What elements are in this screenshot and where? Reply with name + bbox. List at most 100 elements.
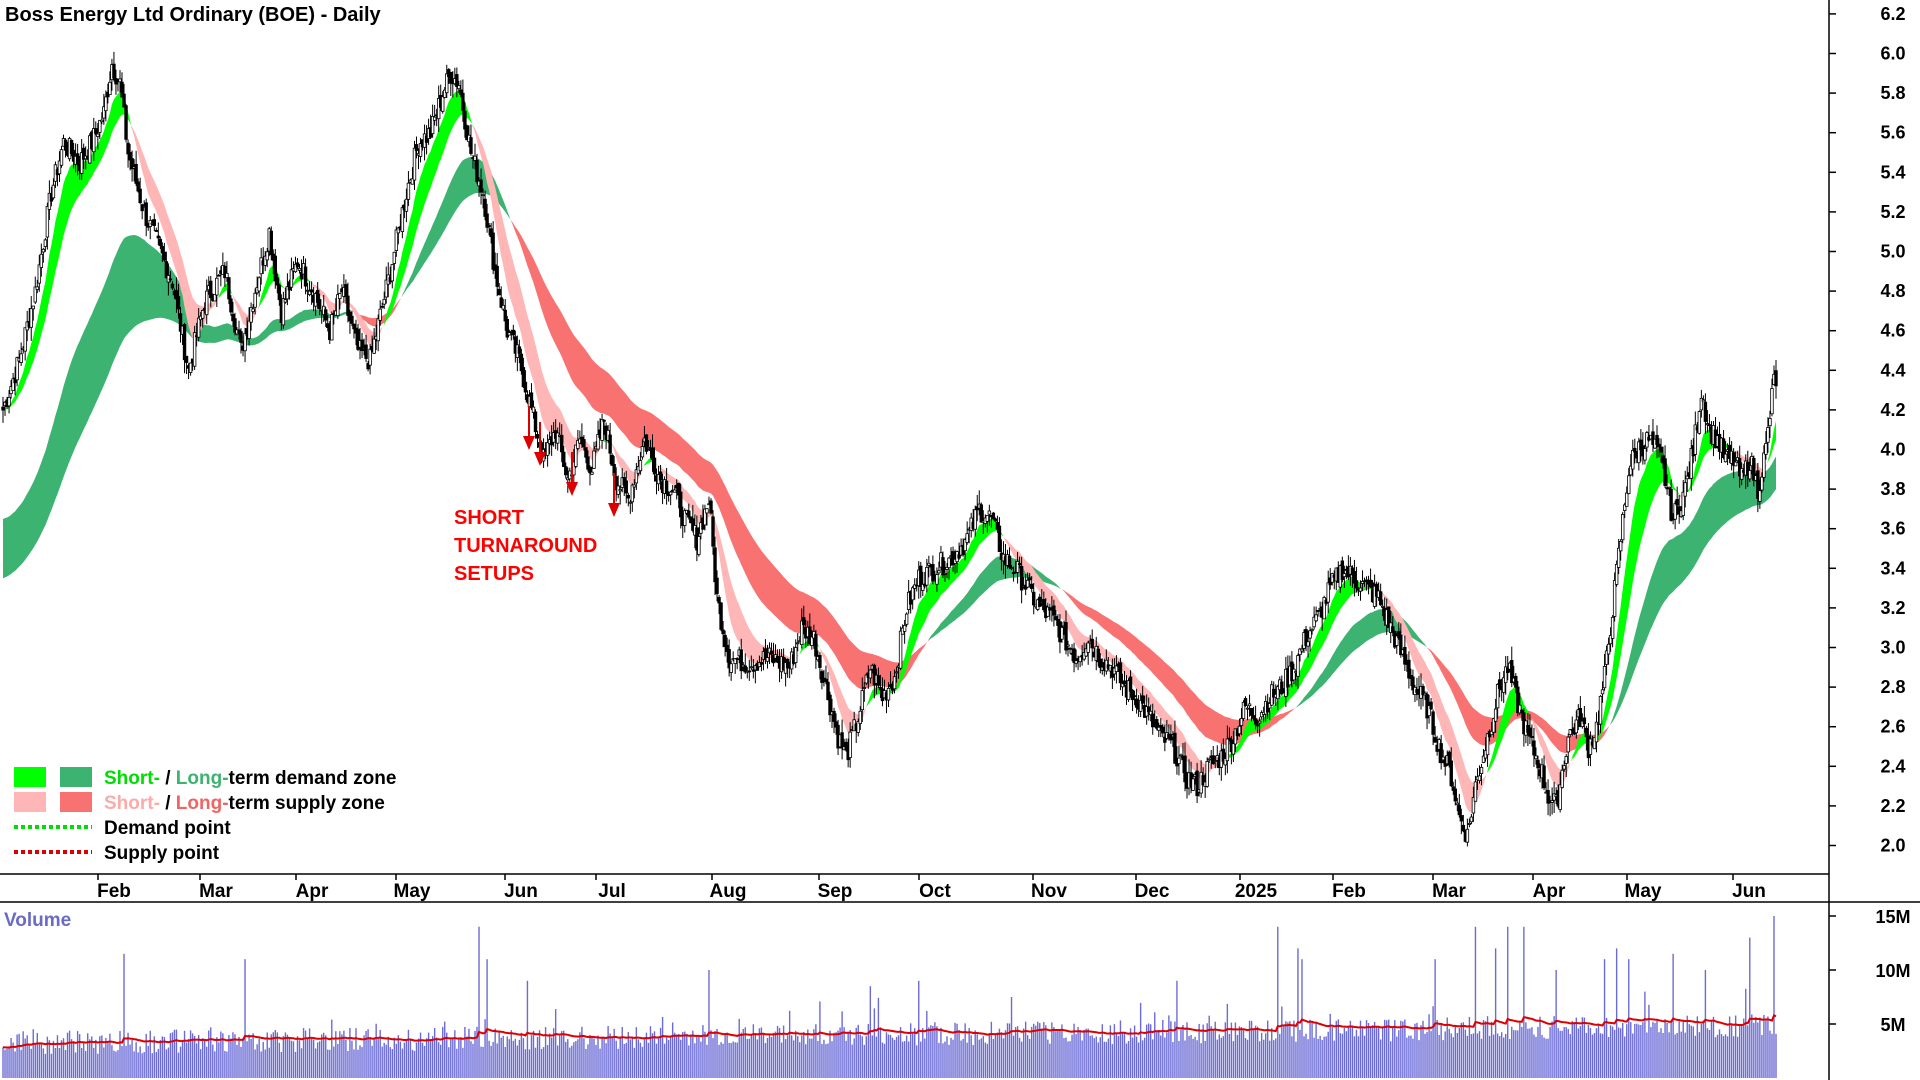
candle-body (33, 286, 37, 303)
candle-body (330, 314, 334, 341)
candle-body (400, 207, 405, 232)
candle-body (75, 153, 80, 165)
candle-body (1237, 725, 1242, 735)
candle-body (937, 570, 941, 574)
candle-body (1342, 573, 1347, 578)
candle-body (1304, 629, 1308, 646)
candle-body (344, 284, 348, 298)
candle-body (769, 650, 774, 655)
candle-body (69, 139, 74, 155)
candle-body (404, 198, 409, 212)
candle-body (763, 648, 768, 660)
x-tick-label: Apr (296, 881, 329, 902)
candle-body (1574, 719, 1579, 734)
short-term-zone-band (3, 91, 133, 411)
candle-body (1461, 824, 1466, 832)
candle-body (1098, 658, 1102, 669)
candle-body (1520, 709, 1524, 714)
candle-body (136, 181, 140, 192)
candle-body (424, 135, 429, 143)
candle-body (1310, 629, 1314, 632)
candle-body (898, 630, 903, 669)
candle-body (1733, 461, 1738, 467)
candle-body (174, 290, 179, 300)
candle-body (1326, 582, 1330, 603)
short-term-zone-band (132, 127, 219, 339)
candle-body (281, 298, 286, 326)
candle-body (45, 206, 50, 238)
candle-body (1249, 707, 1254, 716)
candle-body (1378, 591, 1383, 606)
candle-body (507, 332, 511, 336)
candle-body (249, 307, 253, 323)
candle-body (1756, 470, 1760, 499)
candle-body (483, 198, 487, 217)
candle-body (848, 731, 852, 758)
candle-body (196, 317, 201, 338)
candle-body (1078, 656, 1082, 663)
candle-body (1241, 701, 1246, 719)
candle-body (390, 264, 394, 282)
candle-body (305, 289, 310, 292)
candle-body (1027, 577, 1032, 581)
candle-body (965, 533, 969, 543)
candle-body (263, 255, 267, 266)
candle-body (505, 318, 509, 338)
candle-body (1651, 431, 1655, 445)
candle-body (465, 125, 469, 141)
candle-body (441, 96, 445, 112)
price-tick-label: 3.4 (1880, 558, 1905, 578)
candle-body (947, 557, 951, 569)
candle-body (1391, 626, 1395, 633)
candle-body (951, 551, 955, 566)
candle-body (1146, 706, 1151, 713)
candle-body (11, 378, 15, 392)
candle-body (1685, 475, 1689, 480)
candle-body (1066, 644, 1070, 647)
candle-body (118, 78, 122, 83)
candle-body (1477, 775, 1482, 782)
candle-body (555, 432, 560, 444)
candle-body (943, 573, 947, 575)
candle-body (533, 411, 538, 433)
candle-body (51, 184, 56, 199)
candle-body (560, 434, 564, 453)
candle-body (624, 480, 628, 494)
candle-body (1251, 715, 1256, 719)
short-term-zone-band (1003, 536, 1228, 779)
candle-body (79, 152, 84, 174)
candle-body (921, 584, 925, 591)
candle-body (41, 248, 46, 253)
candle-body (979, 504, 983, 523)
candle-body (771, 655, 776, 664)
candle-body (59, 149, 64, 166)
candle-body (112, 63, 116, 79)
candle-body (997, 525, 1002, 553)
candle-body (1637, 441, 1641, 464)
candle-body (824, 678, 828, 683)
candle-body (517, 346, 522, 354)
candle-body (352, 323, 356, 330)
candle-body (1693, 424, 1698, 455)
candle-body (299, 271, 304, 280)
candle-body (1205, 760, 1209, 787)
candle-body (1550, 800, 1554, 803)
candle-body (1723, 453, 1728, 463)
candle-body (140, 204, 144, 212)
candle-body (991, 512, 996, 520)
candle-body (499, 297, 503, 308)
price-tick-label: 2.8 (1880, 677, 1905, 697)
candle-body (1118, 662, 1123, 684)
candle-body (1697, 411, 1702, 434)
candle-body (733, 658, 737, 664)
candle-body (856, 721, 860, 733)
candle-body (1677, 506, 1681, 515)
candle-body (39, 253, 44, 268)
candle-body (1272, 688, 1276, 698)
candle-body (1223, 758, 1228, 766)
candle-body (1768, 418, 1772, 427)
candle-body (154, 230, 158, 232)
candle-body (1766, 427, 1770, 443)
x-tick-label: Oct (919, 881, 951, 902)
